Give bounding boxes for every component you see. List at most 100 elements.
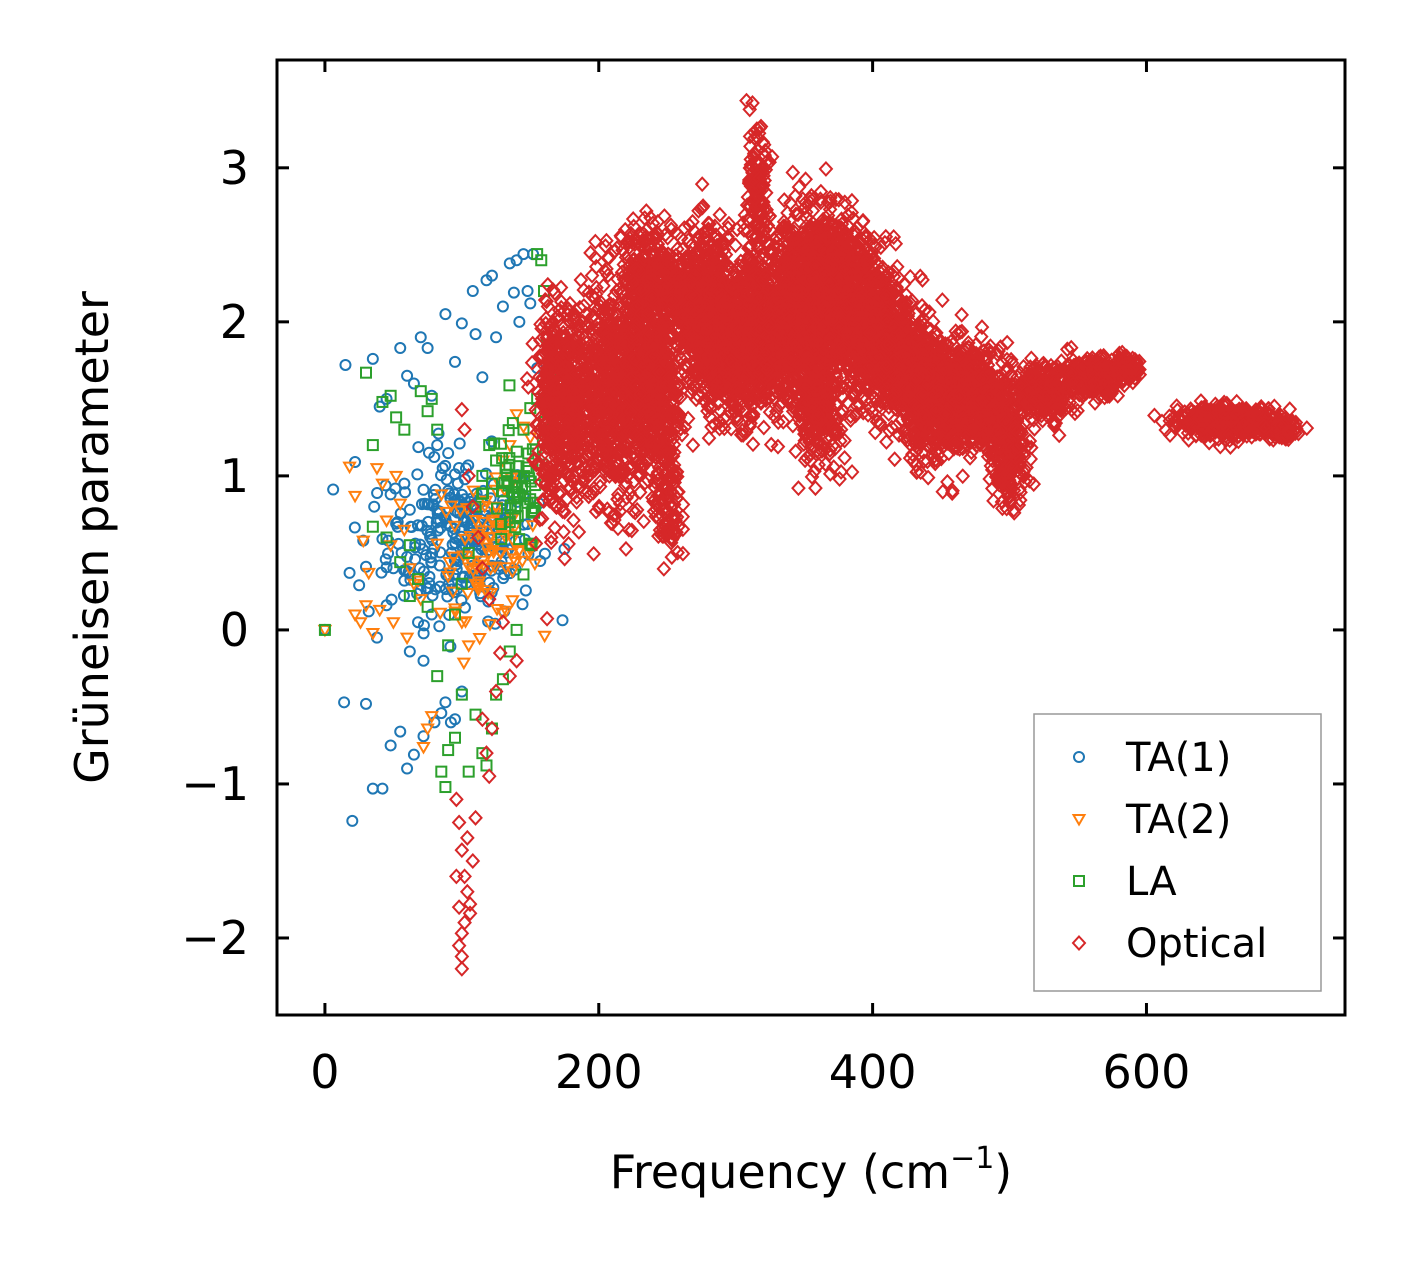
data-point-ta1 xyxy=(327,483,340,496)
data-point-ta2 xyxy=(447,520,462,534)
data-point-optical xyxy=(595,436,611,453)
data-point-la xyxy=(431,670,444,683)
data-point-optical xyxy=(571,393,587,410)
data-point-optical xyxy=(519,370,535,387)
data-point-optical xyxy=(588,258,604,275)
data-point-ta2 xyxy=(438,506,454,520)
data-point-optical xyxy=(531,416,546,433)
data-point-optical xyxy=(586,341,602,358)
data-point-ta1 xyxy=(420,549,433,562)
data-point-optical xyxy=(535,329,551,346)
data-point-optical xyxy=(570,384,586,401)
data-point-ta2 xyxy=(504,548,519,561)
data-point-optical xyxy=(606,507,621,524)
data-point-ta2 xyxy=(365,628,381,641)
data-point-la xyxy=(414,385,427,398)
data-point-optical xyxy=(609,306,625,323)
data-point-optical xyxy=(818,160,834,177)
data-point-optical xyxy=(685,437,701,454)
data-point-ta2 xyxy=(468,515,483,528)
data-point-la xyxy=(421,405,434,418)
data-point-la xyxy=(421,600,434,613)
data-point-optical xyxy=(591,498,607,515)
data-point-ta1 xyxy=(442,447,455,460)
data-point-la xyxy=(442,744,455,757)
data-point-ta2 xyxy=(413,594,429,607)
data-point-ta2 xyxy=(361,567,376,581)
data-point-ta1 xyxy=(444,640,457,653)
data-point-la xyxy=(490,688,503,701)
data-point-optical xyxy=(547,520,563,536)
data-point-optical xyxy=(587,312,603,329)
data-point-ta2 xyxy=(505,595,520,608)
data-point-ta2 xyxy=(461,640,476,653)
data-point-la xyxy=(439,781,452,794)
data-point-la xyxy=(425,392,438,405)
data-point-ta1 xyxy=(412,616,425,629)
data-point-optical xyxy=(613,441,629,458)
data-point-ta1 xyxy=(439,696,452,709)
data-point-ta1 xyxy=(401,369,414,382)
data-point-ta1 xyxy=(434,546,447,559)
data-point-ta2 xyxy=(472,632,487,646)
data-point-ta2 xyxy=(416,741,431,755)
data-point-ta1 xyxy=(421,342,434,355)
data-point-optical xyxy=(565,448,581,465)
data-point-ta2 xyxy=(457,533,473,547)
data-point-ta1 xyxy=(407,748,420,761)
data-point-ta1 xyxy=(433,559,446,572)
data-point-ta2 xyxy=(500,529,515,543)
data-point-la xyxy=(525,539,538,552)
data-point-ta1 xyxy=(346,814,359,827)
data-point-ta2 xyxy=(512,545,527,558)
data-point-ta1 xyxy=(455,317,468,330)
data-point-optical xyxy=(701,430,717,447)
data-point-la xyxy=(469,708,482,721)
data-point-optical xyxy=(556,442,571,459)
data-point-optical xyxy=(636,513,652,530)
data-point-la xyxy=(490,454,503,467)
data-point-ta1 xyxy=(496,300,509,313)
data-point-ta2 xyxy=(448,606,463,620)
data-point-la xyxy=(485,477,498,490)
data-point-optical xyxy=(588,450,604,467)
data-point-optical xyxy=(541,487,556,504)
data-point-la xyxy=(360,366,372,379)
data-point-optical xyxy=(599,232,614,249)
data-point-optical xyxy=(557,359,573,376)
data-point-optical xyxy=(538,475,554,491)
data-point-optical xyxy=(605,439,621,456)
data-point-optical xyxy=(597,372,613,389)
data-point-ta2 xyxy=(429,538,445,552)
data-point-ta1 xyxy=(516,598,529,611)
data-point-optical xyxy=(556,472,572,489)
data-point-ta1 xyxy=(476,371,489,384)
data-point-la xyxy=(476,469,489,482)
data-point-optical xyxy=(580,382,596,399)
data-point-ta1 xyxy=(449,355,461,368)
data-point-optical xyxy=(567,428,583,445)
data-point-ta1 xyxy=(517,248,530,261)
data-point-optical xyxy=(550,462,566,479)
data-point-optical xyxy=(534,347,550,364)
data-point-ta2 xyxy=(445,586,461,600)
data-point-ta1 xyxy=(490,331,503,344)
data-point-ta2 xyxy=(489,603,505,617)
data-point-ta1 xyxy=(394,342,407,355)
data-point-optical xyxy=(611,415,627,432)
data-point-ta2 xyxy=(525,520,541,533)
data-point-ta1 xyxy=(360,697,372,710)
data-point-optical xyxy=(581,284,597,301)
data-point-ta2 xyxy=(353,617,368,630)
data-point-ta2 xyxy=(356,535,371,549)
data-point-optical xyxy=(593,427,609,444)
data-point-ta1 xyxy=(417,730,430,743)
data-point-ta1 xyxy=(391,515,404,528)
data-point-ta1 xyxy=(379,553,392,566)
data-point-ta2 xyxy=(347,490,363,504)
data-point-optical xyxy=(549,374,565,391)
data-point-la xyxy=(518,470,531,483)
data-point-ta2 xyxy=(388,470,404,484)
data-point-ta2 xyxy=(410,575,426,589)
data-point-la xyxy=(412,573,425,586)
